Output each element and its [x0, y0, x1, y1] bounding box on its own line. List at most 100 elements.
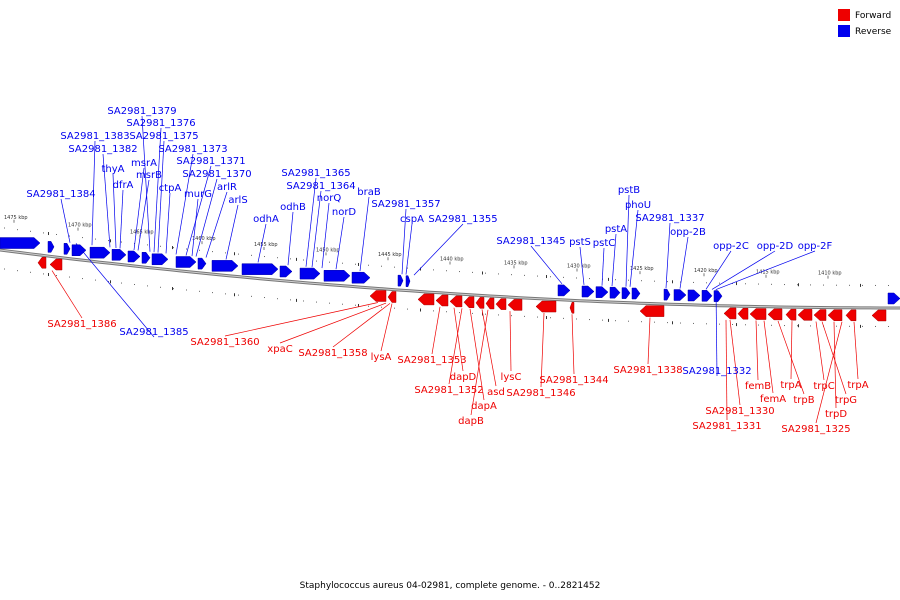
leader-line	[679, 236, 689, 289]
leader-line	[725, 319, 728, 421]
ruler-dot	[329, 302, 330, 304]
backbone-highlight	[0, 249, 900, 309]
ruler-dot	[459, 312, 460, 314]
leader-line	[647, 317, 651, 365]
ruler-dot	[875, 284, 876, 286]
ruler-dot	[56, 274, 57, 276]
reverse-gene-label: SA2981_1371	[176, 156, 245, 167]
reverse-gene-label: msrA	[131, 158, 157, 169]
forward-gene-label: lysA	[371, 352, 392, 363]
ruler-major	[860, 324, 861, 328]
reverse-gene-arrow	[141, 252, 151, 264]
forward-gene-label: asd	[487, 387, 505, 398]
ruler-dot	[589, 319, 590, 321]
forward-gene-label: SA2981_1344	[539, 375, 608, 386]
forward-gene-arrow	[495, 298, 507, 310]
leader-line	[715, 289, 718, 377]
ruler-dot	[264, 256, 265, 258]
ruler-dot	[511, 274, 512, 276]
leader-line	[579, 246, 585, 285]
tick-label: 1440 kbp	[440, 257, 464, 263]
ruler-dot	[641, 280, 642, 282]
leader-line	[790, 321, 793, 380]
forward-gene-label: trpB	[793, 395, 814, 406]
ruler-dot	[342, 303, 343, 305]
ruler-dot	[277, 298, 278, 300]
genome-caption: Staphylococcus aureus 04-02981, complete…	[300, 581, 601, 591]
ruler-dot	[342, 262, 343, 264]
ruler-dot	[888, 325, 889, 327]
reverse-gene-arrow	[887, 292, 900, 305]
ruler-major	[48, 232, 49, 236]
ruler-dot	[303, 259, 304, 261]
ruler-dot	[433, 269, 434, 271]
ruler-dot	[602, 319, 603, 321]
forward-gene-label: trpA	[780, 380, 801, 391]
forward-gene-arrow	[435, 294, 449, 307]
forward-gene-label: xpaC	[267, 344, 292, 355]
leader-line	[815, 321, 843, 424]
ruler-dot	[719, 282, 720, 284]
ruler-dot	[69, 276, 70, 278]
ruler-dot	[485, 272, 486, 274]
leader-line	[224, 302, 379, 337]
ruler-dot	[199, 290, 200, 292]
leader-line	[332, 303, 391, 348]
reverse-gene-arrow	[279, 265, 293, 278]
forward-gene-arrow	[813, 309, 827, 321]
ruler-dot	[472, 312, 473, 314]
ruler-dot	[459, 271, 460, 273]
ruler-dot	[121, 241, 122, 243]
ruler-dot	[810, 284, 811, 286]
tick-label: 1455 kbp	[254, 242, 278, 248]
ruler-dot	[238, 294, 239, 296]
leader-line	[112, 173, 117, 249]
ruler-dot	[771, 324, 772, 326]
gene-arrows	[0, 237, 900, 322]
leader-line	[153, 127, 162, 253]
reverse-gene-label: SA2981_1383	[60, 131, 129, 142]
ruler-major	[608, 318, 609, 322]
tick-label: 1445 kbp	[378, 252, 402, 258]
ruler-dot	[888, 284, 889, 286]
reverse-gene-arrow	[71, 244, 87, 256]
ruler-dot	[836, 284, 837, 286]
ruler-dot	[381, 265, 382, 267]
reverse-gene-label: thyA	[101, 164, 124, 175]
leader-line	[185, 165, 212, 256]
forward-gene-arrow	[639, 305, 665, 317]
tick-label: 1425 kbp	[630, 266, 654, 272]
leader-line	[821, 321, 847, 395]
ruler-dot	[446, 270, 447, 272]
tick-label: 1470 kbp	[68, 223, 92, 229]
leader-line	[755, 320, 759, 381]
ruler-dot	[706, 323, 707, 325]
forward-gene-label: SA2981_1386	[47, 319, 116, 330]
reverse-gene-arrow	[557, 284, 571, 297]
reverse-gene-label: odhA	[253, 214, 279, 225]
reverse-gene-arrow	[241, 263, 279, 275]
ruler-dot	[667, 281, 668, 283]
reverse-gene-arrow	[127, 250, 141, 263]
reverse-gene-arrow	[0, 237, 41, 249]
ruler-major	[546, 275, 547, 279]
leader-line	[777, 320, 805, 395]
reverse-gene-arrow	[713, 290, 723, 302]
forward-gene-arrow	[749, 308, 767, 320]
reverse-gene-arrow	[621, 287, 631, 299]
ruler-dot	[147, 285, 148, 287]
ruler-dot	[56, 233, 57, 235]
leader-line	[711, 250, 776, 290]
ruler-dot	[30, 230, 31, 232]
forward-gene-arrow	[871, 309, 887, 322]
leader-line	[469, 308, 485, 401]
ruler-dot	[823, 284, 824, 286]
tick-label: 1415 kbp	[756, 270, 780, 276]
ruler-dot	[589, 278, 590, 280]
ruler-major	[110, 280, 111, 284]
ruler-dot	[615, 279, 616, 281]
reverse-gene-label: cspA	[400, 214, 424, 225]
leader-line	[611, 233, 617, 287]
forward-gene-arrow	[449, 295, 463, 308]
